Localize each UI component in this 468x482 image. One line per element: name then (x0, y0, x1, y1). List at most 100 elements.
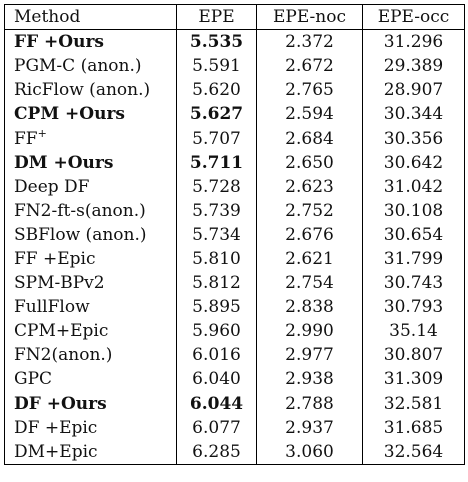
method-name: FN2-ft-s(anon.) (14, 200, 146, 221)
table-row: FF +Epic 5.810 2.621 31.799 (4, 246, 465, 272)
method-name: FullFlow (14, 297, 90, 318)
epe-noc-cell: 3.060 (256, 439, 363, 465)
column-header-epe: EPE (176, 4, 257, 30)
epe-noc-cell: 2.672 (256, 54, 363, 79)
table-row: DM +Ours 5.711 2.650 30.642 (4, 150, 465, 175)
table-row: FF+ 5.707 2.684 30.356 (4, 126, 465, 151)
method-cell: FF +Epic (4, 246, 177, 272)
epe-occ-cell: 31.296 (362, 29, 465, 55)
method-cell: FF +Ours (4, 29, 177, 55)
method-name: SBFlow (anon.) (14, 224, 147, 245)
epe-occ-cell: 31.685 (362, 415, 465, 440)
table-row: GPC 6.040 2.938 31.309 (4, 367, 465, 392)
method-name: FF (14, 128, 38, 149)
column-header-epe-occ: EPE-occ (362, 4, 465, 30)
table-row: DF +Ours 6.044 2.788 32.581 (4, 391, 465, 416)
epe-occ-cell: 30.654 (362, 222, 465, 247)
table-row: PGM-C (anon.) 5.591 2.672 29.389 (4, 54, 465, 79)
table-row: DF +Epic 6.077 2.937 31.685 (4, 415, 465, 440)
epe-noc-cell: 2.621 (256, 246, 363, 272)
epe-occ-cell: 32.581 (362, 391, 465, 416)
method-name: FN2(anon.) (14, 345, 113, 366)
epe-occ-cell: 30.344 (362, 102, 465, 127)
method-cell: FF+ (4, 126, 177, 151)
method-name: CPM +Ours (14, 104, 125, 125)
epe-cell: 5.739 (176, 198, 257, 223)
epe-noc-cell: 2.838 (256, 295, 363, 320)
epe-noc-cell: 2.372 (256, 29, 363, 55)
epe-occ-cell: 31.799 (362, 246, 465, 272)
epe-occ-cell: 29.389 (362, 54, 465, 79)
epe-occ-cell: 30.807 (362, 343, 465, 368)
method-cell: DF +Epic (4, 415, 177, 440)
epe-cell: 6.077 (176, 415, 257, 440)
epe-cell: 5.620 (176, 78, 257, 103)
method-name: FF +Ours (14, 32, 104, 53)
epe-occ-cell: 30.793 (362, 295, 465, 320)
method-cell: RicFlow (anon.) (4, 78, 177, 103)
method-cell: SBFlow (anon.) (4, 222, 177, 247)
column-header-method: Method (4, 4, 177, 30)
method-name: CPM+Epic (14, 321, 109, 342)
epe-cell: 5.591 (176, 54, 257, 79)
table-row: RicFlow (anon.) 5.620 2.765 28.907 (4, 78, 465, 103)
method-name: DM+Epic (14, 441, 98, 462)
results-table: Method EPE EPE-noc EPE-occ FF +Ours 5.535… (4, 4, 465, 465)
epe-noc-cell: 2.684 (256, 126, 363, 151)
epe-occ-cell: 35.14 (362, 319, 465, 344)
method-cell: SPM-BPv2 (4, 271, 177, 296)
epe-occ-cell: 31.042 (362, 174, 465, 199)
epe-noc-cell: 2.752 (256, 198, 363, 223)
results-table-container: Method EPE EPE-noc EPE-occ FF +Ours 5.535… (4, 4, 465, 465)
column-header-epe-noc: EPE-noc (256, 4, 363, 30)
method-cell: CPM+Epic (4, 319, 177, 344)
epe-cell: 5.711 (176, 150, 257, 175)
table-row: CPM+Epic 5.960 2.990 35.14 (4, 319, 465, 344)
epe-cell: 5.734 (176, 222, 257, 247)
epe-cell: 6.285 (176, 439, 257, 465)
method-name: SPM-BPv2 (14, 273, 105, 294)
epe-cell: 6.044 (176, 391, 257, 416)
table-header-row: Method EPE EPE-noc EPE-occ (4, 4, 465, 30)
epe-cell: 6.040 (176, 367, 257, 392)
method-cell: DM+Epic (4, 439, 177, 465)
table-body: FF +Ours 5.535 2.372 31.296 PGM-C (anon.) 5.5… (4, 29, 465, 465)
epe-cell: 5.810 (176, 246, 257, 272)
epe-cell: 5.812 (176, 271, 257, 296)
table-row: FN2-ft-s(anon.) 5.739 2.752 30.108 (4, 198, 465, 223)
method-cell: FN2(anon.) (4, 343, 177, 368)
epe-occ-cell: 31.309 (362, 367, 465, 392)
method-name: FF +Epic (14, 248, 96, 269)
method-name: Deep DF (14, 176, 90, 197)
method-cell: PGM-C (anon.) (4, 54, 177, 79)
epe-cell: 5.728 (176, 174, 257, 199)
method-name: PGM-C (anon.) (14, 56, 142, 77)
epe-noc-cell: 2.623 (256, 174, 363, 199)
method-name: DF +Ours (14, 393, 107, 414)
table-row: CPM +Ours 5.627 2.594 30.344 (4, 102, 465, 127)
epe-noc-cell: 2.977 (256, 343, 363, 368)
epe-occ-cell: 32.564 (362, 439, 465, 465)
method-cell: GPC (4, 367, 177, 392)
method-superscript: + (37, 126, 47, 140)
table-row: FF +Ours 5.535 2.372 31.296 (4, 29, 465, 55)
method-name: DM +Ours (14, 152, 114, 173)
method-cell: FullFlow (4, 295, 177, 320)
method-name: GPC (14, 369, 53, 390)
epe-noc-cell: 2.754 (256, 271, 363, 296)
epe-cell: 5.627 (176, 102, 257, 127)
epe-occ-cell: 28.907 (362, 78, 465, 103)
epe-noc-cell: 2.788 (256, 391, 363, 416)
method-cell: CPM +Ours (4, 102, 177, 127)
epe-noc-cell: 2.938 (256, 367, 363, 392)
epe-occ-cell: 30.356 (362, 126, 465, 151)
epe-occ-cell: 30.642 (362, 150, 465, 175)
method-cell: DM +Ours (4, 150, 177, 175)
epe-noc-cell: 2.990 (256, 319, 363, 344)
table-row: SBFlow (anon.) 5.734 2.676 30.654 (4, 222, 465, 247)
epe-noc-cell: 2.937 (256, 415, 363, 440)
epe-cell: 5.895 (176, 295, 257, 320)
epe-occ-cell: 30.108 (362, 198, 465, 223)
table-row: SPM-BPv2 5.812 2.754 30.743 (4, 271, 465, 296)
method-cell: Deep DF (4, 174, 177, 199)
